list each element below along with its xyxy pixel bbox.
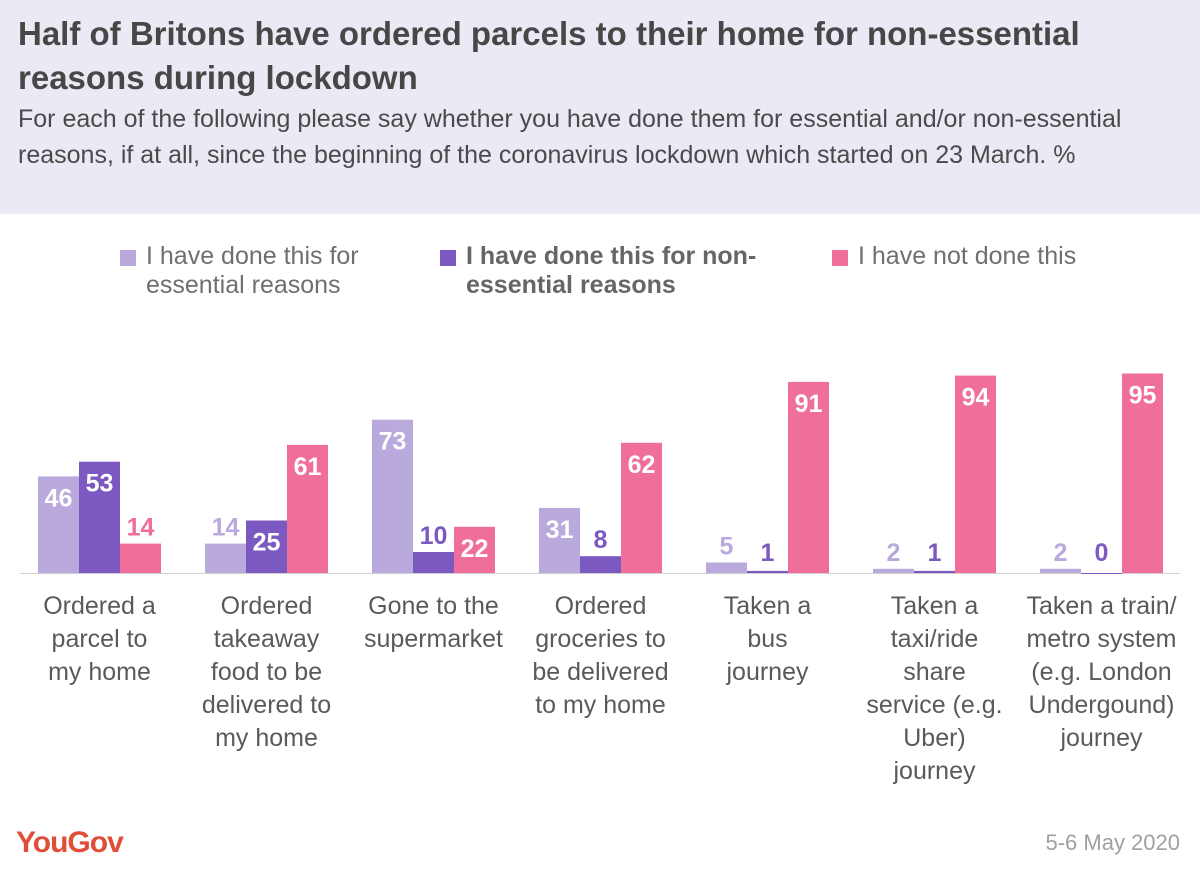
value-label-notdone-2: 22: [461, 535, 489, 563]
bar-notdone-3: [621, 442, 662, 573]
category-label-6: Taken a train/ metro system (e.g. London…: [1026, 592, 1177, 752]
value-label-notdone-1: 61: [294, 453, 322, 481]
legend-label-essential: I have done this for essential reasons: [146, 242, 359, 299]
bar-nonessential-6: [1081, 573, 1122, 574]
legend-swatch-essential: [120, 250, 136, 266]
bar-essential-5: [873, 568, 914, 573]
chart-title: Half of Britons have ordered parcels to …: [18, 15, 1080, 96]
category-label-1: Ordered takeaway food to be delivered to…: [201, 592, 332, 752]
bar-notdone-4: [788, 381, 829, 573]
bar-notdone-1: [287, 444, 328, 573]
category-label-3: Ordered groceries to be delivered to my …: [532, 592, 669, 719]
value-label-notdone-5: 94: [962, 384, 990, 412]
bar-nonessential-5: [914, 570, 955, 573]
yougov-logo: YouGov: [16, 826, 124, 859]
value-label-essential-4: 5: [720, 533, 734, 561]
bar-nonessential-0: [79, 461, 120, 573]
value-label-nonessential-2: 10: [420, 522, 448, 550]
category-label-2: Gone to the supermarket: [364, 592, 503, 653]
bar-notdone-2: [454, 526, 495, 573]
value-label-notdone-6: 95: [1129, 382, 1157, 410]
value-label-nonessential-1: 25: [253, 529, 281, 557]
category-label-0: Ordered a parcel to my home: [43, 592, 156, 686]
value-label-essential-5: 2: [887, 539, 901, 567]
value-label-nonessential-3: 8: [594, 526, 608, 554]
header-band: Half of Britons have ordered parcels to …: [0, 0, 1200, 214]
bar-essential-1: [205, 543, 246, 573]
value-label-nonessential-0: 53: [86, 470, 114, 498]
chart-subtitle: For each of the following please say whe…: [18, 105, 1122, 169]
value-label-nonessential-6: 0: [1095, 539, 1109, 567]
bar-nonessential-4: [747, 570, 788, 573]
bar-essential-6: [1040, 568, 1081, 573]
legend-swatch-notdone: [832, 250, 848, 266]
bar-essential-3: [539, 507, 580, 573]
value-label-essential-3: 31: [546, 516, 574, 544]
bar-essential-2: [372, 419, 413, 573]
value-label-essential-0: 46: [45, 484, 73, 512]
bar-essential-0: [38, 476, 79, 573]
value-label-nonessential-5: 1: [928, 539, 942, 567]
value-label-notdone-0: 14: [127, 514, 155, 542]
bar-nonessential-2: [413, 552, 454, 573]
category-label-5: Taken a taxi/ride share service (e.g. Ub…: [866, 592, 1003, 785]
bar-nonessential-1: [246, 520, 287, 573]
category-label-4: Taken a bus journey: [723, 592, 812, 686]
value-label-essential-6: 2: [1054, 539, 1068, 567]
bar-notdone-0: [120, 543, 161, 573]
legend-swatch-nonessential: [440, 250, 456, 266]
value-label-notdone-4: 91: [795, 390, 823, 418]
value-label-essential-1: 14: [212, 514, 240, 542]
bar-notdone-6: [1122, 373, 1163, 573]
value-label-nonessential-4: 1: [761, 539, 775, 567]
bar-notdone-5: [955, 375, 996, 573]
legend-label-notdone: I have not done this: [858, 242, 1077, 270]
value-label-essential-2: 73: [379, 428, 407, 456]
bar-nonessential-3: [580, 556, 621, 573]
bar-essential-4: [706, 562, 747, 573]
source-date: 5-6 May 2020: [1045, 830, 1180, 855]
legend-label-nonessential: I have done this for non-essential reaso…: [466, 242, 757, 299]
value-label-notdone-3: 62: [628, 451, 656, 479]
